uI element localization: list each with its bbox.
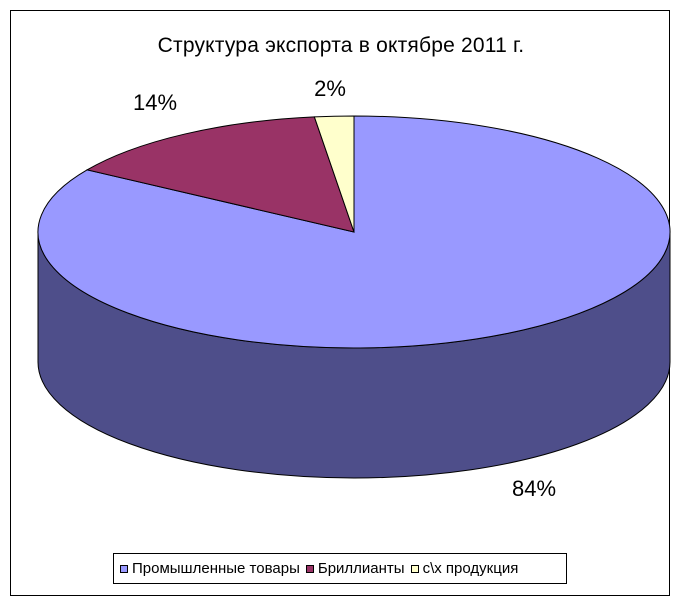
legend-item-industrial: Промышленные товары <box>120 560 300 577</box>
legend-label-agri: с\х продукция <box>422 560 519 577</box>
legend-swatch-agri <box>410 564 419 573</box>
pie-slice-agri <box>313 115 355 233</box>
chart-title: Структура экспорта в октябре 2011 г. <box>157 34 525 57</box>
legend-label-industrial: Промышленные товары <box>132 560 300 577</box>
data-label-diamonds: 14% <box>133 90 177 115</box>
legend-label-diamonds: Бриллианты <box>317 560 405 577</box>
legend-swatch-diamonds <box>305 564 314 573</box>
chart-legend: Промышленные товары Бриллианты с\х проду… <box>113 553 567 584</box>
legend-swatch-industrial <box>120 564 128 573</box>
data-label-industrial: 84% <box>512 476 556 501</box>
legend-item-agri: с\х продукция <box>410 560 519 577</box>
data-label-agri: 2% <box>314 76 346 101</box>
legend-item-diamonds: Бриллианты <box>305 560 405 577</box>
pie-tops <box>37 115 671 349</box>
pie-slice-diamonds <box>85 116 355 233</box>
